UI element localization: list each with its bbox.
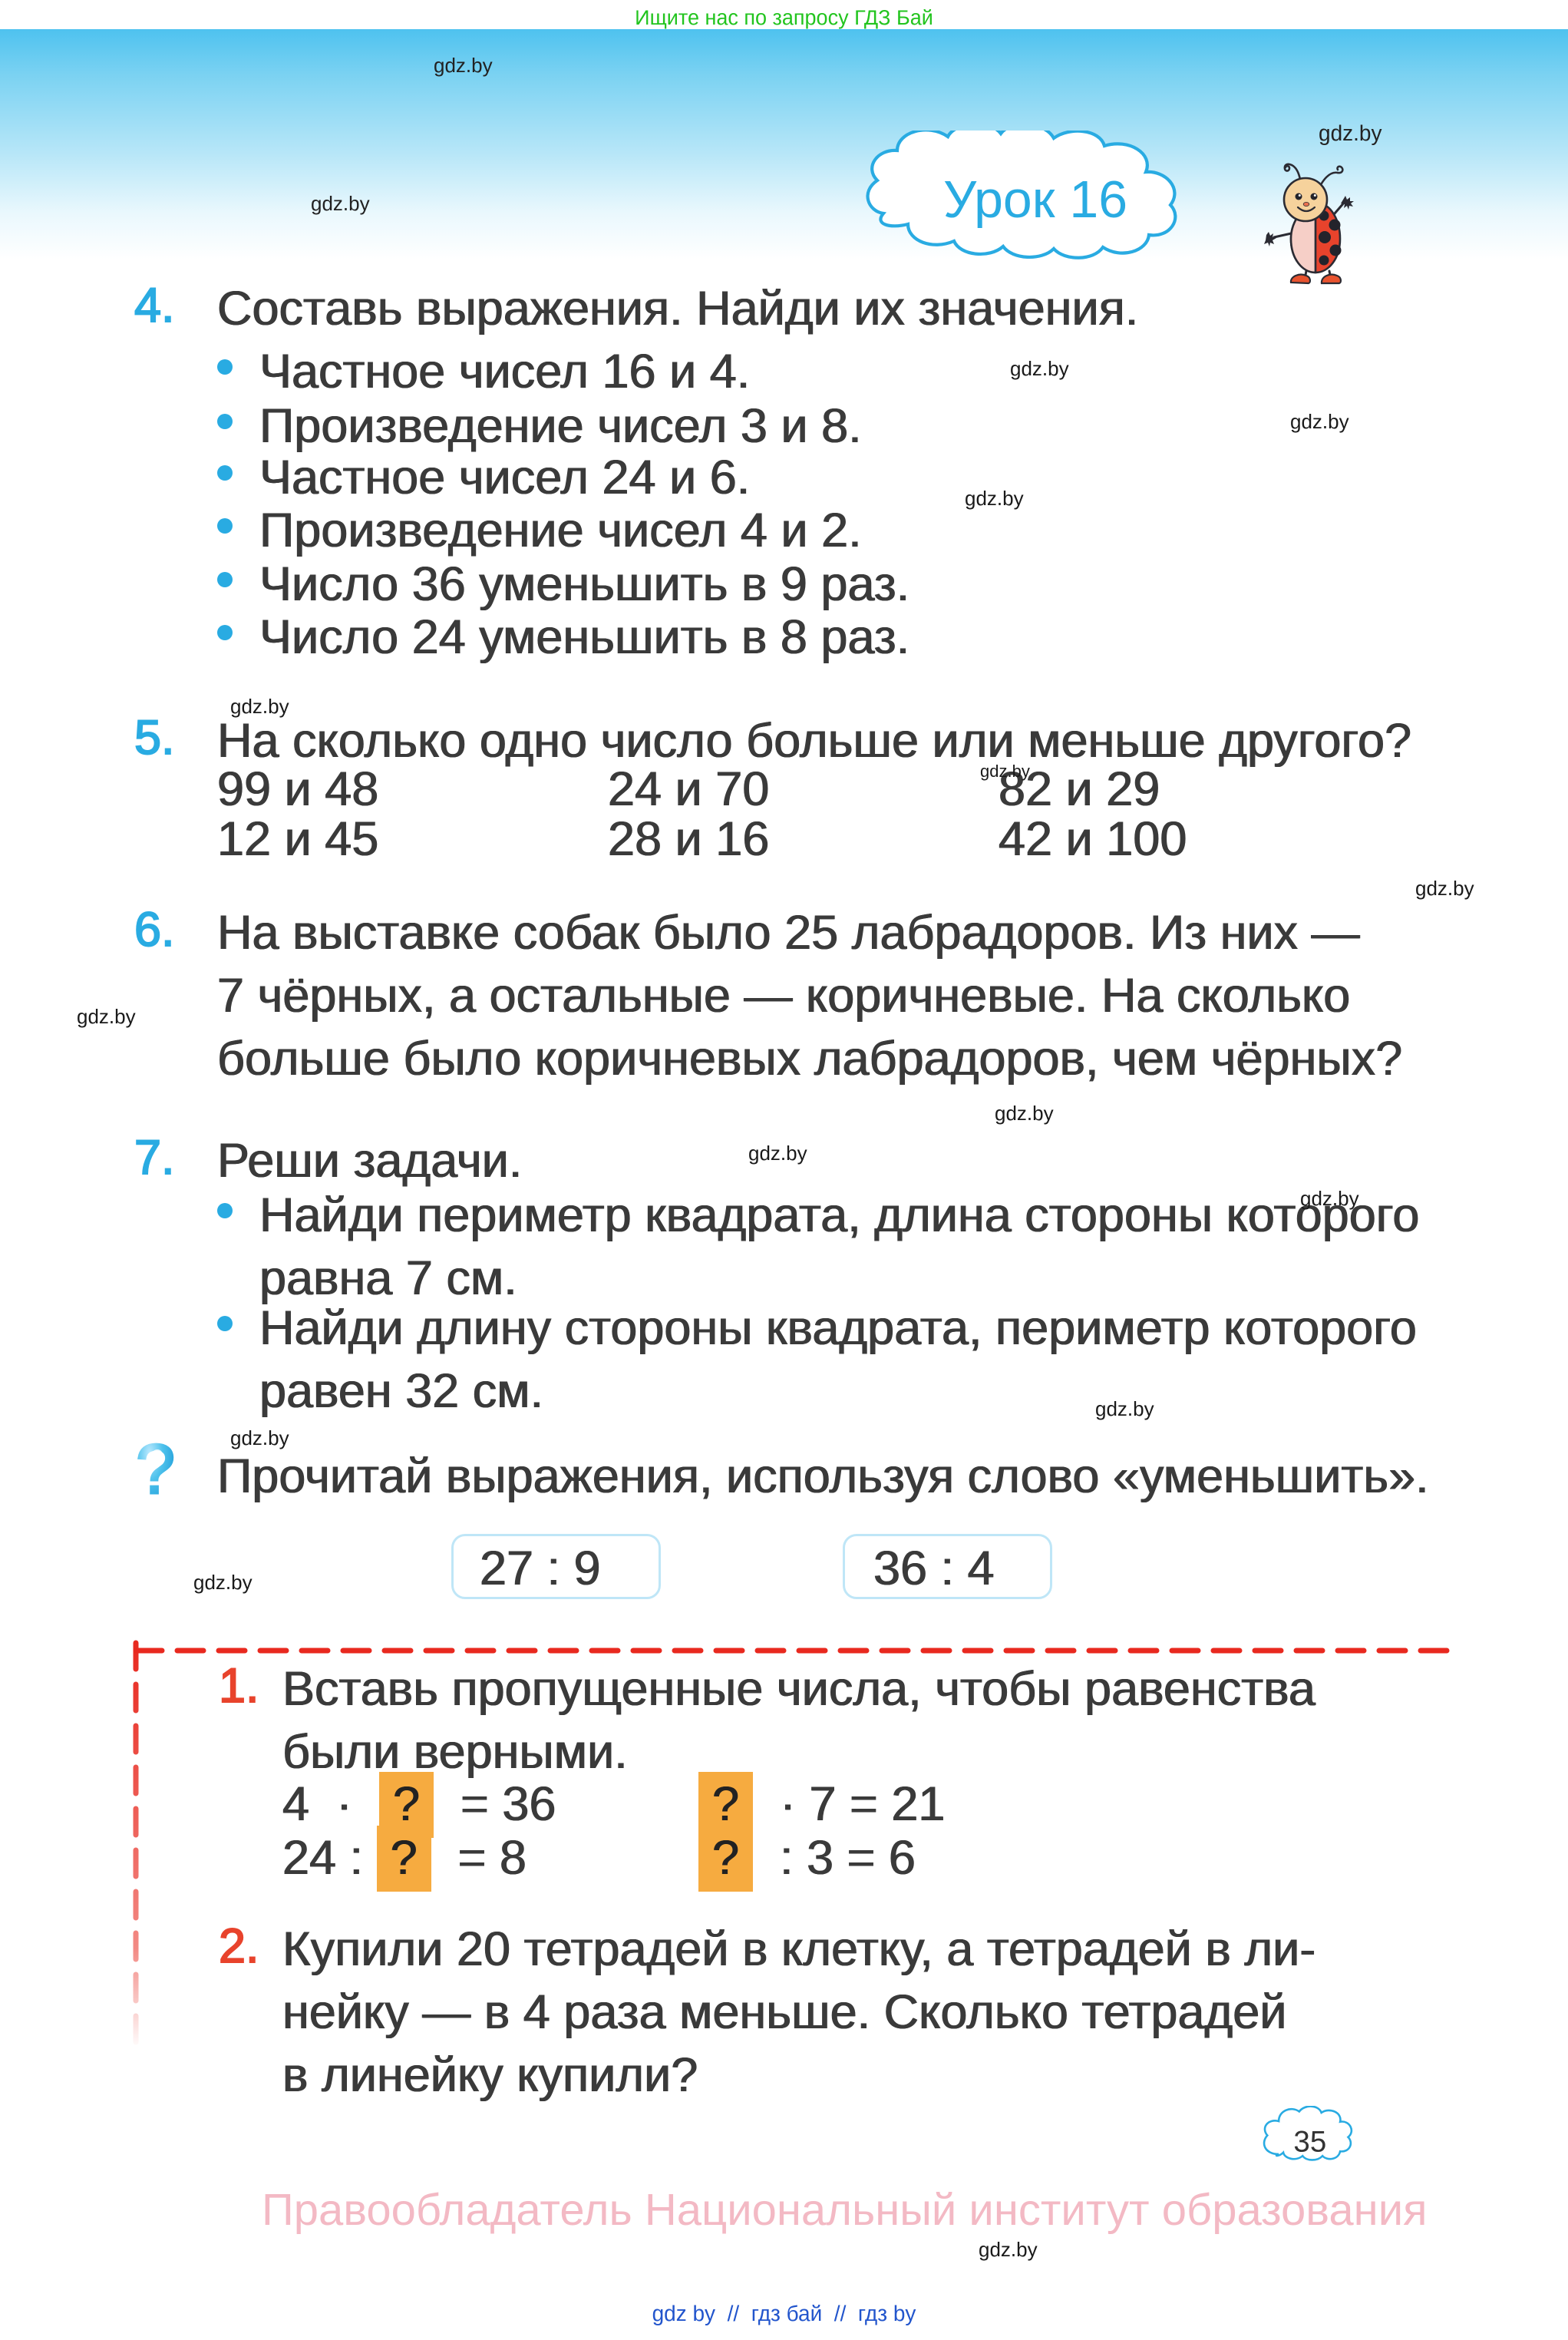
- svg-text:35: 35: [1293, 2125, 1326, 2158]
- svg-text:?: ?: [136, 1432, 175, 1509]
- svg-text:Урок 16: Урок 16: [943, 170, 1127, 229]
